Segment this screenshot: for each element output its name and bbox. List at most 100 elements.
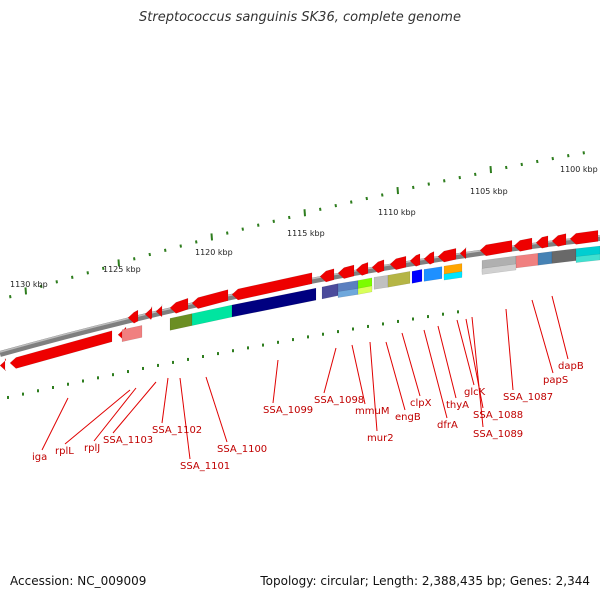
minor-tick [55,280,58,284]
leader-line [401,332,421,397]
leader-line [385,341,406,411]
leader-line [179,377,191,460]
gene-label: rplJ [84,443,100,454]
gene-label: SSA_1088 [473,410,523,421]
cds-arrow [191,289,229,309]
major-tick [210,233,213,241]
gene-label: thyA [446,400,469,411]
minor-tick [536,159,539,164]
minor-tick [195,240,198,244]
feature-block [411,269,423,284]
cds-arrow [9,330,113,369]
cds-arrow [319,268,335,283]
leader-line [531,299,554,374]
cds-arrow [371,259,385,274]
leader-line [505,308,514,391]
minor-tick [133,257,136,261]
cds-arrow [513,237,533,252]
ruler-label: 1105 kbp [470,187,508,196]
gene-label: SSA_1089 [473,429,523,440]
minor-tick [334,203,337,208]
cds-arrow [479,240,513,257]
minor-tick [551,156,554,161]
minor-tick [71,275,74,279]
cds-arrow [569,230,599,245]
feature-block [387,271,411,288]
leader-line [112,381,157,434]
feature-block-secondary [357,285,373,295]
cds-arrow [459,247,467,260]
genome-stats-text: Topology: circular; Length: 2,388,435 bp… [260,574,590,588]
cds-arrow [155,304,163,318]
feature-block [121,325,143,343]
ruler-label: 1130 kbp [10,280,48,289]
gene-label: dfrA [437,420,458,431]
feature-block-secondary [575,253,600,263]
leader-line [205,376,228,443]
minor-tick [474,172,477,177]
cds-arrow [389,255,407,271]
gene-label: SSA_1099 [263,405,313,416]
leader-line [456,319,475,386]
leader-line [93,387,137,442]
ruler-label: 1115 kbp [287,229,325,238]
feature-block [373,274,389,290]
major-tick [303,209,306,217]
minor-tick [164,248,167,252]
cds-arrow [144,306,153,321]
map-title: Streptococcus sanguinis SK36, complete g… [139,10,461,25]
feature-block [321,283,339,300]
ruler-label: 1110 kbp [378,208,416,217]
minor-tick [9,294,12,299]
minor-tick [567,154,570,158]
cds-arrow [437,248,457,263]
cds-arrow [231,272,313,301]
minor-tick [458,175,461,180]
gene-label: mur2 [367,433,394,444]
gene-label: dapB [558,361,584,372]
leader-line [41,397,69,451]
gene-label: engB [395,412,421,423]
minor-tick [381,193,384,197]
cds-arrow [423,251,435,265]
ruler-label: 1125 kbp [103,265,141,274]
feature-block [551,248,577,264]
ruler-label: 1120 kbp [195,248,233,257]
leader-line [465,318,484,409]
leader-line [551,295,569,360]
minor-tick [179,244,182,248]
cds-arrow [551,233,567,247]
minor-tick [365,196,368,201]
gene-label: SSA_1102 [152,425,202,436]
leader-line [471,316,484,428]
minor-tick [40,284,43,289]
leader-line [161,377,169,424]
gene-label: glcK [464,387,486,398]
gene-label: SSA_1103 [103,435,153,446]
major-tick [117,259,120,267]
minor-tick [272,219,275,223]
leader-line [351,344,366,405]
major-tick [24,287,27,295]
cds-arrow [409,253,421,267]
gene-label: SSA_1087 [503,392,553,403]
cds-arrow [0,357,7,372]
cds-arrow [355,261,369,276]
gene-label: mmuM [355,406,389,417]
feature-block-secondary [443,271,463,281]
minor-tick [226,231,229,235]
leader-line [437,325,457,399]
minor-tick [443,179,446,183]
minor-tick [427,182,430,186]
gene-label: papS [543,375,568,386]
minor-tick [520,162,523,167]
gene-label: SSA_1100 [217,444,267,455]
gene-label: iga [32,452,47,463]
accession-text: Accession: NC_009009 [10,574,147,588]
gene-label: SSA_1098 [314,395,364,406]
major-tick [396,186,399,195]
ruler-labels: 1100 kbp 1105 kbp 1110 kbp 1115 kbp 1120 kbp… [10,165,598,289]
leader-lines [41,295,569,460]
cds-arrow [127,309,139,324]
